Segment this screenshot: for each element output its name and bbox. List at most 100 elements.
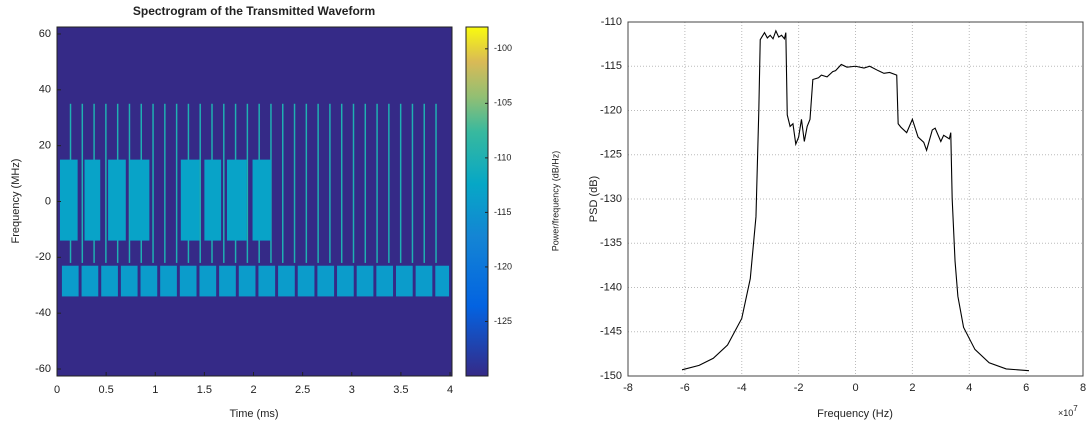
burst [340, 103, 343, 263]
burst [352, 103, 355, 263]
burst [317, 103, 319, 263]
psd-line [681, 29, 1030, 372]
x-tick-label: 4 [447, 384, 453, 396]
burst [282, 103, 284, 263]
burst [199, 103, 201, 263]
burst [219, 265, 236, 297]
burst [305, 103, 308, 263]
y-tick-label: 60 [39, 28, 51, 40]
burst [223, 103, 225, 263]
burst [175, 103, 178, 263]
chart-title: Spectrogram of the Transmitted Waveform [133, 4, 375, 18]
colorbar-tick-label: -105 [494, 98, 512, 108]
burst [435, 103, 437, 263]
y-tick-label: -120 [600, 104, 622, 116]
burst [199, 265, 217, 297]
burst [258, 265, 276, 297]
burst [152, 103, 154, 263]
burst [246, 103, 249, 263]
y-tick-label: -135 [600, 237, 622, 249]
burst [411, 103, 414, 263]
y-tick-label: 40 [39, 84, 51, 96]
burst [356, 265, 374, 297]
burst [180, 159, 200, 241]
burst [337, 265, 354, 297]
x-tick-label: 3 [349, 384, 355, 396]
burst [128, 103, 131, 263]
colorbar-tick-label: -110 [494, 152, 511, 162]
burst [179, 265, 197, 297]
burst [388, 103, 390, 263]
x-tick-label: -8 [623, 382, 633, 394]
x-tick-label: 6 [1023, 382, 1029, 394]
y-axis-label: Frequency (MHz) [10, 159, 22, 244]
burst [81, 265, 99, 297]
x-tick-label: 0 [54, 384, 60, 396]
burst [395, 265, 413, 297]
y-tick-label: -110 [601, 16, 622, 28]
y-axis-label: PSD (dB) [588, 176, 600, 222]
burst [399, 103, 402, 263]
burst [238, 265, 256, 297]
x-multiplier-exponent: 7 [1073, 404, 1078, 413]
x-axis-label: Time (ms) [229, 408, 278, 420]
x-tick-label: 3.5 [393, 384, 408, 396]
x-tick-label: -6 [680, 382, 690, 394]
burst [108, 159, 126, 241]
colorbar-tick-label: -125 [494, 316, 512, 326]
burst [252, 159, 272, 241]
burst [423, 103, 425, 263]
burst [81, 103, 84, 263]
x-tick-label: -2 [794, 382, 804, 394]
y-tick-label: -140 [600, 281, 622, 293]
burst [61, 265, 79, 297]
burst [297, 265, 315, 297]
x-multiplier-base: ×10 [1058, 408, 1073, 418]
x-tick-label: 2 [909, 382, 915, 394]
x-tick-label: 0.5 [98, 384, 113, 396]
burst [160, 265, 177, 297]
burst [329, 103, 331, 263]
burst [84, 159, 101, 241]
burst [105, 103, 107, 263]
x-tick-label: 1 [152, 384, 158, 396]
colorbar [465, 26, 489, 377]
x-axis-label: Frequency (Hz) [817, 408, 893, 420]
burst [101, 265, 118, 297]
burst [164, 103, 166, 263]
burst [293, 103, 296, 263]
burst [120, 265, 138, 297]
burst [204, 159, 222, 241]
x-tick-label: 2.5 [295, 384, 310, 396]
y-tick-label: -20 [35, 251, 51, 263]
burst [435, 265, 450, 297]
y-tick-label: -150 [600, 370, 622, 382]
colorbar-label: Power/frequency (dB/Hz) [550, 151, 560, 252]
x-tick-label: 8 [1080, 382, 1086, 394]
y-tick-label: -60 [35, 363, 51, 375]
axes-box [627, 21, 1084, 377]
burst [376, 103, 378, 263]
burst [415, 265, 433, 297]
x-tick-label: 0 [852, 382, 858, 394]
x-multiplier: ×107 [1058, 404, 1078, 418]
y-tick-label: -40 [35, 307, 51, 319]
burst [278, 265, 295, 297]
burst [376, 265, 394, 297]
y-tick-label: -125 [600, 149, 622, 161]
x-tick-label: 4 [966, 382, 972, 394]
y-tick-label: -115 [601, 60, 622, 72]
burst [317, 265, 335, 297]
y-tick-label: -130 [600, 193, 622, 205]
x-tick-label: -4 [737, 382, 747, 394]
y-tick-label: -145 [600, 326, 622, 338]
x-tick-label: 2 [250, 384, 256, 396]
burst [129, 159, 150, 241]
x-tick-label: 1.5 [197, 384, 212, 396]
colorbar-tick-label: -120 [494, 261, 512, 271]
burst [226, 159, 247, 241]
burst [140, 265, 158, 297]
colorbar-tick-label: -115 [494, 207, 511, 217]
